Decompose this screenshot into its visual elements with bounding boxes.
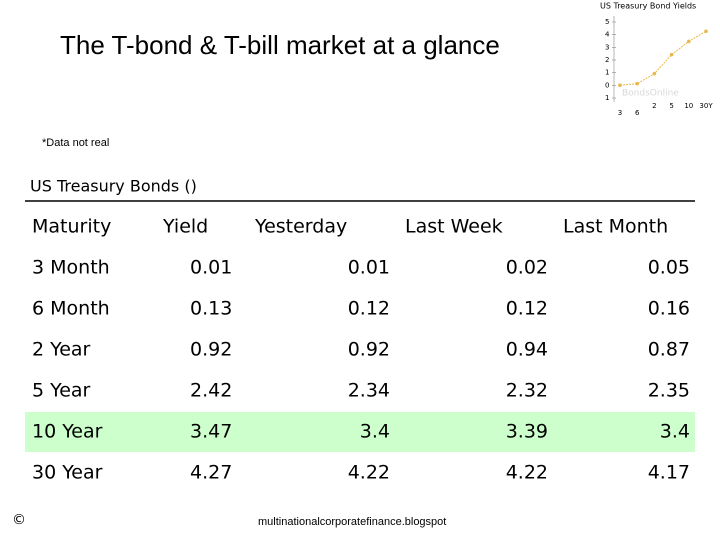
cell-value: 0.13	[190, 298, 232, 320]
x-tick-label: 5	[669, 102, 673, 110]
cell-value: 4.17	[648, 462, 690, 484]
cell-value: 0.02	[506, 257, 548, 279]
highlight-row	[25, 412, 695, 452]
yield-point	[704, 29, 708, 34]
x-tick-label: 2	[652, 102, 656, 110]
y-tick-label: 5	[605, 18, 609, 26]
cell-value: 0.87	[648, 339, 690, 361]
yield-point	[687, 39, 691, 44]
column-header: Last Week	[405, 216, 503, 238]
yield-point	[635, 81, 639, 86]
cell-value: 4.22	[506, 462, 548, 484]
row-label: 6 Month	[32, 298, 110, 320]
cell-value: 3.4	[360, 421, 390, 443]
row-label: 30 Year	[32, 462, 103, 484]
y-tick-label: 3	[605, 43, 609, 51]
chart-title: US Treasury Bond Yields	[600, 2, 696, 11]
yield-point	[669, 52, 674, 57]
x-tick-label: 30Y	[699, 102, 713, 110]
y-tick-label: 1	[605, 94, 609, 102]
cell-value: 3.39	[506, 421, 548, 443]
cell-value: 2.42	[190, 380, 232, 402]
x-tick-label: 6	[635, 109, 640, 117]
row-label: 3 Month	[32, 257, 110, 279]
chart-watermark: BondsOnline	[622, 89, 679, 99]
cell-value: 3.47	[190, 421, 232, 443]
row-label: 10 Year	[32, 421, 103, 443]
cell-value: 0.92	[190, 339, 232, 361]
row-label: 5 Year	[32, 380, 91, 402]
x-tick-label: 10	[684, 102, 693, 110]
x-tick-label: 3	[618, 109, 622, 117]
cell-value: 2.32	[506, 380, 548, 402]
yield-point	[652, 71, 657, 76]
cell-value: 4.27	[190, 462, 232, 484]
cell-value: 0.12	[506, 298, 548, 320]
yield-point	[618, 83, 622, 88]
cell-value: 0.12	[348, 298, 390, 320]
cell-value: 2.35	[648, 380, 690, 402]
column-header: Maturity	[32, 216, 111, 238]
y-tick-label: 1	[605, 69, 609, 77]
note: *Data not real	[42, 137, 109, 149]
y-tick-label: 4	[605, 31, 610, 39]
y-tick-label: 2	[605, 56, 609, 64]
column-header: Last Month	[563, 216, 668, 238]
title: The T-bond & T-bill market at a glance	[60, 30, 500, 60]
table-caption: US Treasury Bonds ()	[30, 177, 197, 196]
yield-line	[619, 30, 707, 86]
cell-value: 4.22	[348, 462, 390, 484]
cell-value: 0.01	[190, 257, 232, 279]
cell-value: 0.01	[348, 257, 390, 279]
cell-value: 0.94	[506, 339, 548, 361]
column-header: Yesterday	[254, 216, 347, 238]
cell-value: 0.16	[648, 298, 690, 320]
y-tick-label: 0	[605, 81, 609, 89]
source: multinationalcorporatefinance.blogspot	[258, 516, 446, 528]
row-label: 2 Year	[32, 339, 91, 361]
cell-value: 0.92	[348, 339, 390, 361]
copyright: ©	[12, 512, 26, 528]
column-header: Yield	[162, 216, 208, 238]
cell-value: 2.34	[348, 380, 390, 402]
cell-value: 0.05	[648, 257, 690, 279]
cell-value: 3.4	[660, 421, 690, 443]
